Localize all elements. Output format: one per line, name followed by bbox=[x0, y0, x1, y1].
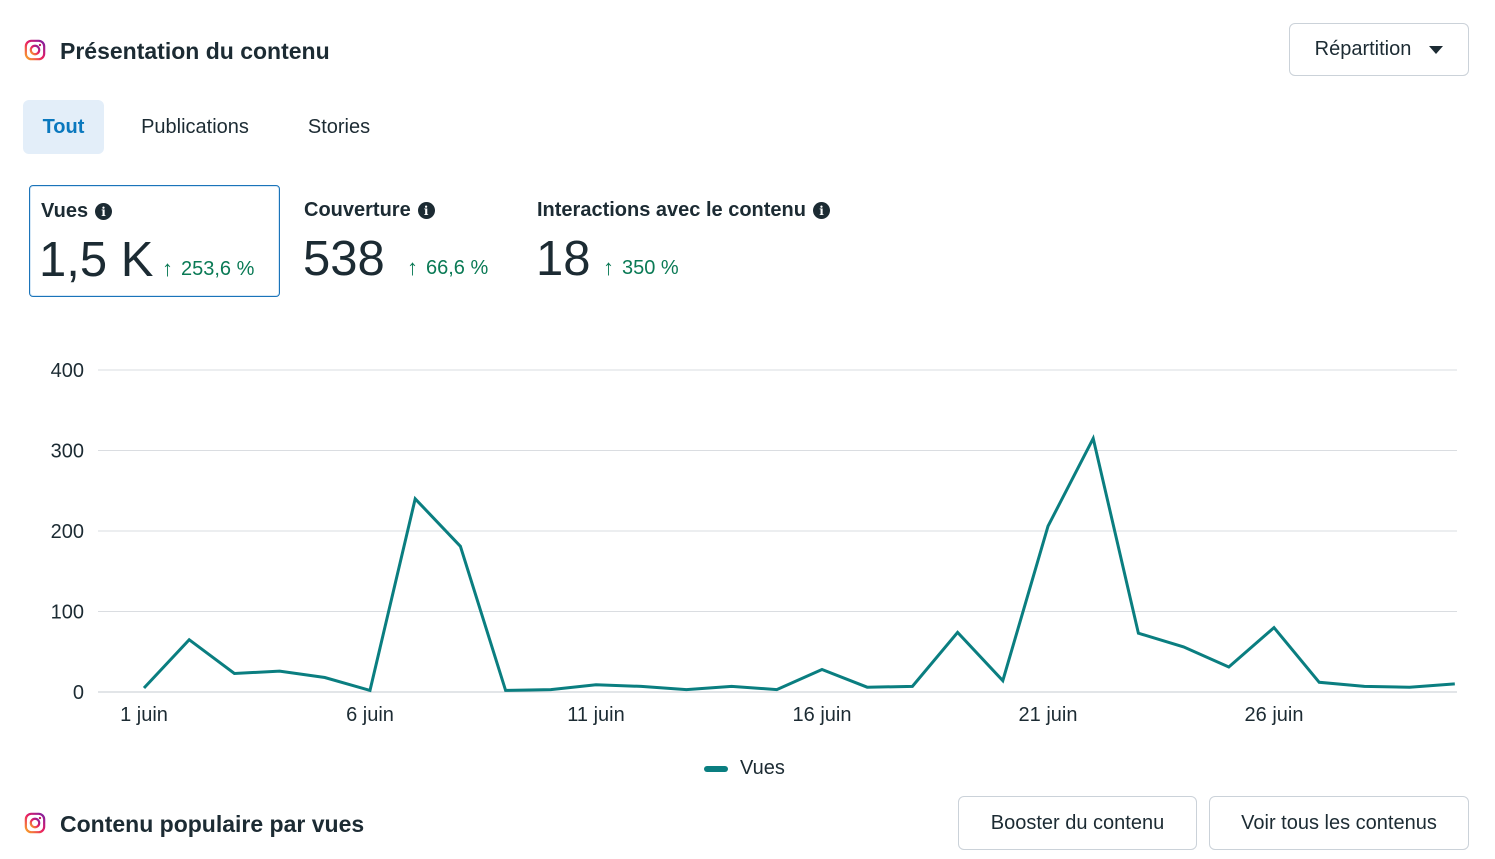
data-point[interactable] bbox=[138, 682, 150, 694]
metric-change: 350 % bbox=[622, 256, 679, 279]
views-line-chart: 0 100 200 300 400 1 juin 6 juin 11 juin 16 juin 2… bbox=[51, 360, 1461, 726]
series-line-vues bbox=[142, 434, 1455, 693]
instagram-icon bbox=[24, 39, 46, 61]
y-tick-label: 0 bbox=[73, 682, 84, 704]
tab-publications[interactable]: Publications bbox=[141, 115, 249, 138]
data-point[interactable] bbox=[454, 540, 466, 552]
data-point[interactable] bbox=[952, 626, 964, 638]
instagram-icon bbox=[24, 812, 46, 834]
x-tick-label: 1 juin bbox=[120, 704, 168, 726]
data-point[interactable] bbox=[409, 493, 421, 505]
chart-legend: Vues bbox=[704, 757, 785, 780]
metric-change: 253,6 % bbox=[181, 257, 255, 280]
data-point[interactable] bbox=[1268, 622, 1280, 634]
arrow-up-icon: ↑ bbox=[162, 256, 173, 281]
y-tick-label: 100 bbox=[51, 602, 84, 624]
data-point[interactable] bbox=[726, 680, 738, 692]
y-tick-label: 300 bbox=[51, 441, 84, 463]
info-icon[interactable]: i bbox=[417, 202, 435, 219]
y-tick-label: 400 bbox=[51, 360, 84, 382]
data-point[interactable] bbox=[1178, 641, 1190, 653]
metric-label: Couverture bbox=[304, 199, 411, 221]
data-point[interactable] bbox=[228, 667, 240, 679]
metric-change: 66,6 % bbox=[426, 256, 489, 279]
repartition-dropdown-label: Répartition bbox=[1314, 38, 1412, 60]
metric-value: 1,5 K bbox=[39, 233, 154, 287]
data-point[interactable] bbox=[274, 665, 286, 677]
info-icon[interactable]: i bbox=[812, 202, 830, 219]
data-point[interactable] bbox=[1449, 678, 1461, 690]
metric-value: 18 bbox=[536, 232, 591, 286]
arrow-up-icon: ↑ bbox=[603, 255, 614, 280]
data-point[interactable] bbox=[1087, 432, 1099, 444]
legend-swatch bbox=[704, 765, 728, 772]
data-point[interactable] bbox=[1223, 661, 1235, 673]
metric-card-couverture[interactable]: Couverture i 538 ↑ 66,6 % bbox=[293, 185, 518, 297]
data-point[interactable] bbox=[771, 684, 783, 696]
data-point[interactable] bbox=[364, 684, 376, 696]
caret-down-icon bbox=[1429, 45, 1444, 54]
x-tick-label: 6 juin bbox=[346, 704, 394, 726]
data-point[interactable] bbox=[319, 672, 331, 684]
metric-label: Vues bbox=[41, 200, 89, 222]
metric-card-interactions[interactable]: Interactions avec le contenu i 18 ↑ 350 … bbox=[526, 185, 856, 297]
data-point[interactable] bbox=[635, 680, 647, 692]
repartition-dropdown[interactable]: Répartition bbox=[1289, 23, 1469, 76]
data-point[interactable] bbox=[590, 679, 602, 691]
tab-tout[interactable]: Tout bbox=[23, 100, 104, 154]
x-tick-label: 26 juin bbox=[1245, 704, 1304, 726]
data-point[interactable] bbox=[680, 684, 692, 696]
data-point[interactable] bbox=[997, 675, 1009, 687]
data-point[interactable] bbox=[183, 634, 195, 646]
metric-label: Interactions avec le contenu bbox=[537, 199, 806, 221]
page-title: Présentation du contenu bbox=[60, 38, 330, 64]
view-all-content-button[interactable]: Voir tous les contenus bbox=[1209, 796, 1469, 850]
y-tick-label: 200 bbox=[51, 521, 84, 543]
x-tick-label: 21 juin bbox=[1019, 704, 1078, 726]
data-point[interactable] bbox=[500, 684, 512, 696]
boost-content-button[interactable]: Booster du contenu bbox=[958, 796, 1197, 850]
info-icon[interactable]: i bbox=[95, 203, 113, 220]
metric-card-vues[interactable]: Vues i 1,5 K ↑ 253,6 % bbox=[29, 185, 280, 297]
x-tick-label: 16 juin bbox=[793, 704, 852, 726]
legend-label: Vues bbox=[740, 757, 785, 779]
metric-value: 538 bbox=[303, 232, 385, 286]
arrow-up-icon: ↑ bbox=[407, 255, 418, 280]
data-point[interactable] bbox=[1404, 681, 1416, 693]
section-title-popular: Contenu populaire par vues bbox=[60, 811, 365, 837]
data-point[interactable] bbox=[861, 681, 873, 693]
data-point[interactable] bbox=[906, 680, 918, 692]
data-point[interactable] bbox=[1042, 520, 1054, 532]
data-point[interactable] bbox=[545, 684, 557, 696]
tab-stories[interactable]: Stories bbox=[307, 115, 371, 138]
data-point[interactable] bbox=[1132, 627, 1144, 639]
data-point[interactable] bbox=[1313, 676, 1325, 688]
data-point[interactable] bbox=[1358, 680, 1370, 692]
data-point[interactable] bbox=[816, 663, 828, 675]
x-tick-label: 11 juin bbox=[567, 704, 624, 726]
